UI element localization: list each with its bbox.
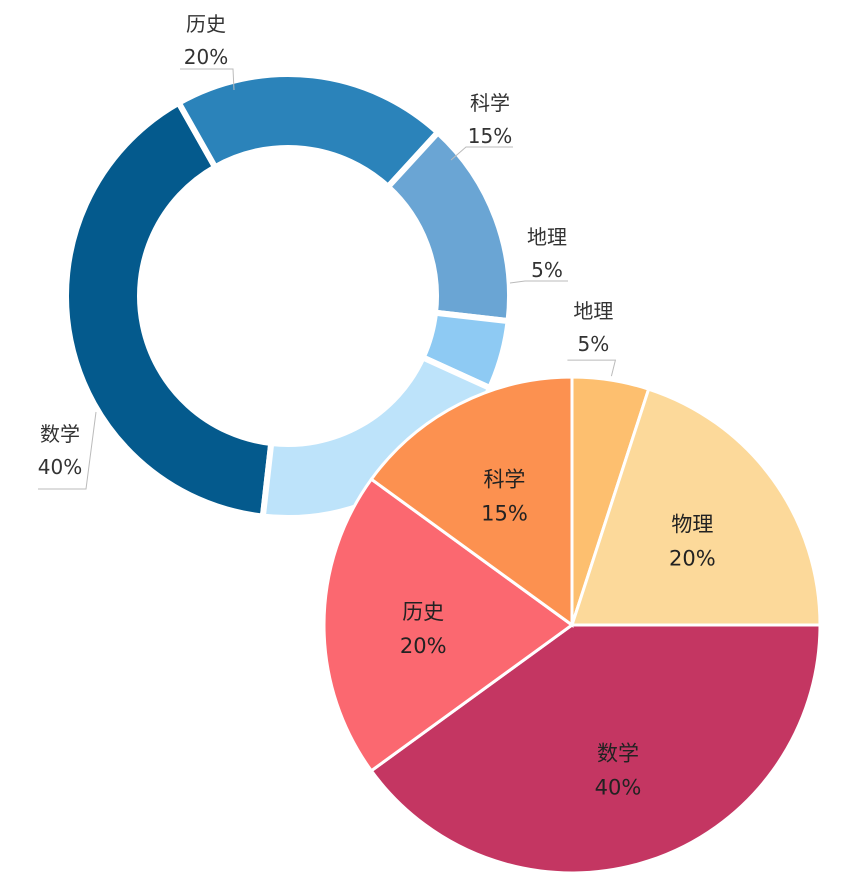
pie-slice-label: 物理 (671, 513, 713, 537)
pie-chart: 地理 5% 物理 20% 数学 40% 历史 20% 科学 15% (322, 299, 822, 875)
donut-slice-percent: 40% (38, 455, 82, 479)
donut-leader-line (38, 411, 97, 490)
donut-leader-line (180, 68, 235, 91)
pie-slice-percent: 5% (578, 332, 610, 356)
pie-slice-label: 地理 (573, 299, 613, 323)
donut-chart: 数学 40% 历史 20% 科学 15% 地理 5% (38, 12, 568, 521)
pie-slice-label: 数学 (597, 742, 639, 766)
donut-slice-percent: 20% (184, 45, 228, 69)
pie-leader-line (567, 359, 617, 377)
pie-slice-percent: 20% (400, 634, 447, 658)
pie-slice-label: 科学 (483, 467, 525, 491)
donut-slice-label: 地理 (527, 225, 567, 249)
donut-slice-label: 科学 (470, 91, 510, 115)
pie-slice-4 (322, 477, 575, 773)
pie-slice-percent: 15% (481, 501, 528, 525)
donut-slice-2 (174, 71, 443, 192)
donut-slice-1 (63, 98, 275, 520)
pie-slice-percent: 40% (595, 776, 642, 800)
donut-slice-label: 历史 (186, 12, 226, 36)
donut-leader-line (450, 146, 513, 161)
donut-slice-percent: 5% (531, 258, 563, 282)
pie-slice-3 (369, 623, 822, 875)
pie-slice-label: 历史 (402, 600, 444, 624)
pie-slice-5 (369, 375, 574, 628)
pie-slice-2 (569, 387, 822, 627)
donut-leader-line (509, 280, 568, 284)
donut-slice-percent: 15% (468, 124, 512, 148)
donut-slice-label: 数学 (40, 422, 80, 446)
pie-slice-percent: 20% (669, 547, 716, 571)
